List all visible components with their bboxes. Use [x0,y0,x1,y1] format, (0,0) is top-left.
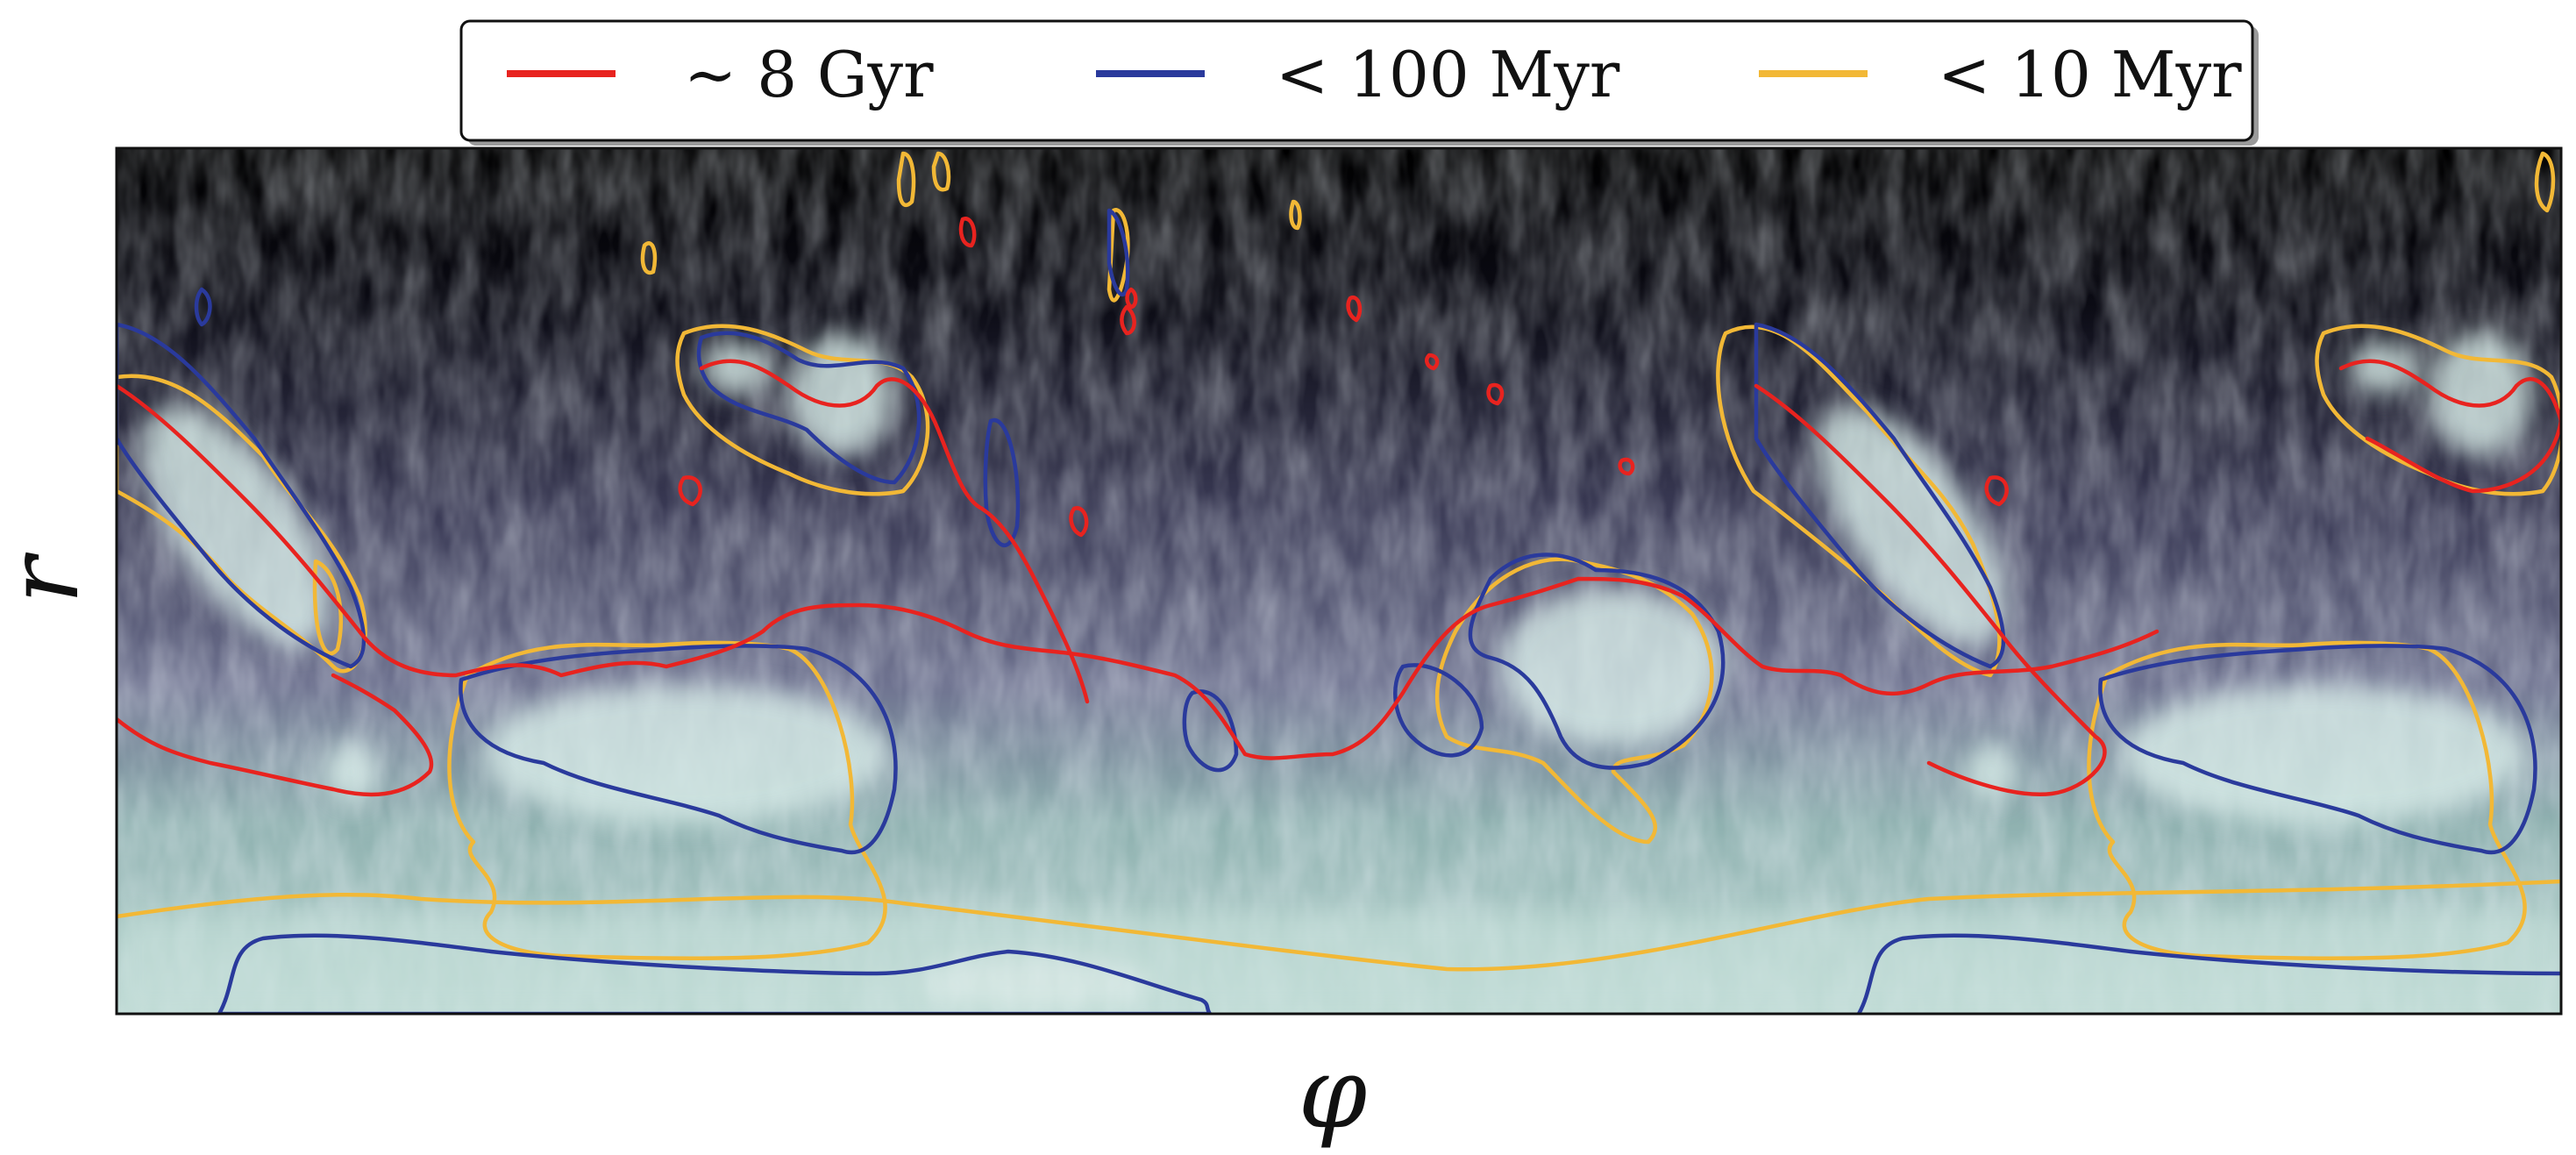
contour-100myr-streamer-1 [117,322,366,669]
contour-100myr-clump [696,331,922,485]
legend: ∼ 8 Gyr < 100 Myr < 10 Myr [459,19,2259,146]
contour-10myr-arm-2 [2087,640,2527,961]
contour-10myr-arm-1 [447,640,887,961]
contour-100myr-inner-disc-2 [1856,933,2561,1014]
contour-8gyr-main-front-1 [117,383,2160,760]
legend-label-8gyr: ∼ 8 Gyr [684,38,934,111]
bright-gas-structures [141,333,2534,824]
plot-area [117,148,2561,1014]
contour-10myr-small-blobs [312,151,2556,656]
contour-10myr-clump-1 [675,324,930,496]
contour-100myr-small-blobs [194,208,1484,773]
contour-100myr-center-arm [1468,553,1726,770]
contour-100myr-arm-1 [459,644,898,855]
legend-label-100myr: < 100 Myr [1276,38,1620,111]
contour-8gyr-small-blobs [678,217,2009,538]
contour-100myr-arm-2 [2098,644,2537,855]
contour-10myr-clump-2 [2315,324,2561,496]
plot-frame [115,146,2563,1016]
contour-8gyr-clump-edge-2 [2338,359,2561,494]
contour-100myr-inner-disc-1 [217,933,1213,1014]
contour-8gyr-streamer [1754,383,2107,796]
contours-100myr [117,208,2561,1014]
contour-10myr-streamer-2 [1716,324,2002,678]
legend-box [459,19,2254,142]
density-map-texture [117,148,2561,1014]
contour-8gyr-main-front-2 [117,673,434,797]
bright-inner-disc [117,912,2561,1014]
contours-10myr [117,151,2561,972]
contour-8gyr-clump-edge [699,359,1090,704]
contour-10myr-inner-disc [117,879,2561,972]
contours-8gyr [117,217,2561,797]
y-axis-label: r [0,552,101,604]
x-axis-label: φ [1299,1037,1367,1151]
legend-label-10myr: < 10 Myr [1938,38,2242,111]
